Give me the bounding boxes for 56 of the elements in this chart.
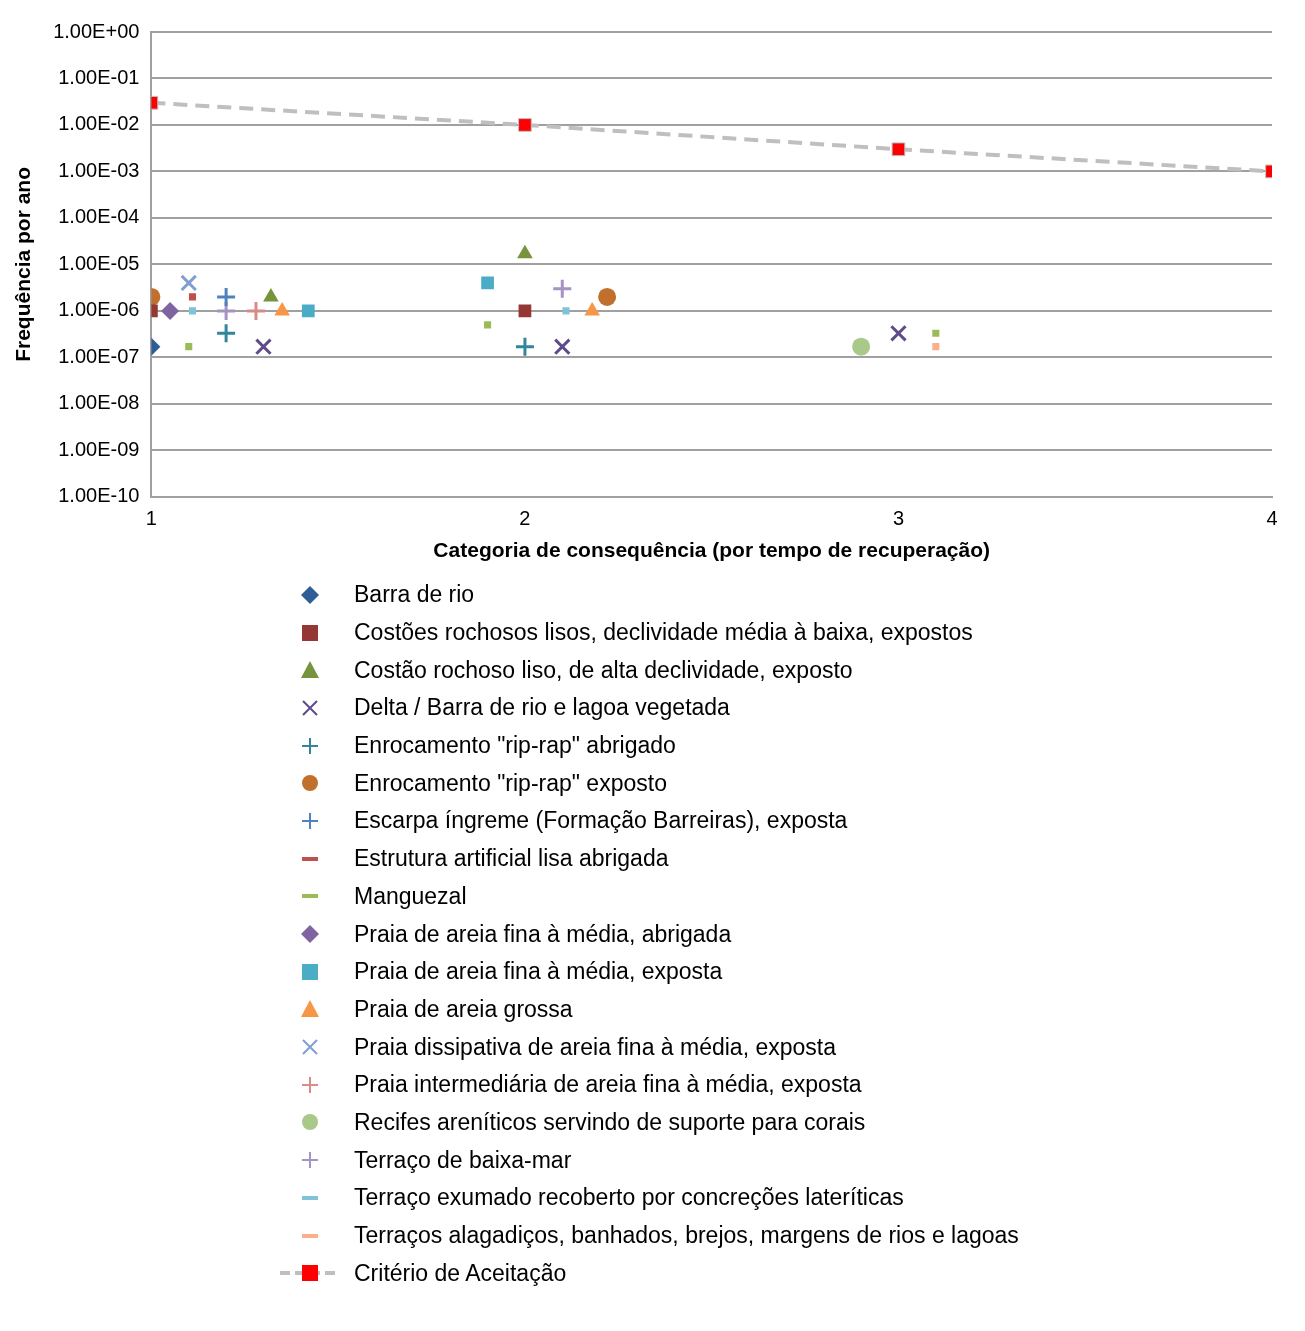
legend-label: Praia dissipativa de areia fina à média, exposta bbox=[354, 1033, 837, 1061]
legend-label: Manguezal bbox=[354, 882, 467, 910]
legend-label: Delta / Barra de rio e lagoa vegetada bbox=[354, 694, 730, 722]
point bbox=[301, 304, 315, 318]
point bbox=[188, 307, 197, 315]
point bbox=[245, 300, 267, 322]
x-tick-label: 4 bbox=[1266, 507, 1278, 530]
point bbox=[180, 274, 198, 292]
legend-label: Costões rochosos lisos, declividade média à baixa, expostos bbox=[354, 619, 973, 647]
point bbox=[161, 301, 180, 320]
legend-label: Enrocamento "rip-rap" abrigado bbox=[354, 732, 676, 760]
point bbox=[932, 343, 940, 351]
legend-label: Terraço exumado recoberto por concreções lateríticas bbox=[354, 1184, 904, 1212]
y-axis-title: Frequência por ano bbox=[11, 166, 35, 362]
point bbox=[481, 276, 494, 290]
legend-label: Estrutura artificial lisa abrigada bbox=[354, 845, 669, 873]
x-tick-label: 1 bbox=[145, 507, 157, 530]
point bbox=[551, 278, 573, 300]
point bbox=[215, 286, 237, 308]
legend-label: Praia de areia fina à média, exposta bbox=[354, 958, 723, 986]
legend-label: Enrocamento "rip-rap" exposto bbox=[354, 769, 667, 797]
legend-label: Praia intermediária de areia fina à média, exposta bbox=[354, 1071, 862, 1099]
point bbox=[188, 293, 197, 301]
x-tick-label: 2 bbox=[519, 507, 531, 530]
legend-label: Escarpa íngreme (Formação Barreiras), exposta bbox=[354, 807, 848, 835]
legend-label: Recifes areníticos servindo de suporte para corais bbox=[354, 1108, 866, 1136]
legend-label: Costão rochoso liso, de alta declividade, exposto bbox=[354, 656, 853, 684]
point bbox=[215, 322, 237, 344]
point bbox=[254, 338, 273, 356]
legend-label: Praia de areia fina à média, abrigada bbox=[354, 920, 732, 948]
x-tick-label: 3 bbox=[892, 507, 905, 530]
y-tick-label: 1.00E-03 bbox=[58, 158, 140, 181]
point bbox=[514, 336, 536, 358]
y-tick-label: 1.00E+00 bbox=[53, 19, 140, 42]
y-tick-label: 1.00E-04 bbox=[58, 205, 140, 228]
point bbox=[562, 307, 570, 315]
y-tick-label: 1.00E-06 bbox=[58, 298, 140, 321]
legend-label: Barra de rio bbox=[354, 581, 475, 609]
legend-label: Terraço de baixa-mar bbox=[354, 1146, 572, 1174]
legend-label: Critério de Aceitação bbox=[354, 1259, 567, 1287]
point bbox=[185, 343, 193, 351]
point bbox=[852, 337, 871, 356]
y-tick-label: 1.00E-07 bbox=[58, 344, 140, 367]
point bbox=[889, 324, 908, 342]
legend-label: Praia de areia grossa bbox=[354, 995, 573, 1023]
legend-label: Terraços alagadiços, banhados, brejos, margens de rios e lagoas bbox=[354, 1222, 1019, 1250]
y-tick-label: 1.00E-10 bbox=[58, 484, 140, 507]
x-axis-title: Categoria de consequência (por tempo de recuperação) bbox=[433, 538, 991, 562]
y-tick-label: 1.00E-02 bbox=[58, 112, 140, 135]
point bbox=[484, 321, 492, 329]
y-tick-label: 1.00E-05 bbox=[58, 251, 140, 274]
y-tick-label: 1.00E-01 bbox=[58, 66, 140, 88]
y-tick-label: 1.00E-08 bbox=[58, 391, 140, 414]
y-tick-label: 1.00E-09 bbox=[58, 437, 140, 460]
point bbox=[932, 329, 940, 337]
point bbox=[553, 338, 571, 356]
